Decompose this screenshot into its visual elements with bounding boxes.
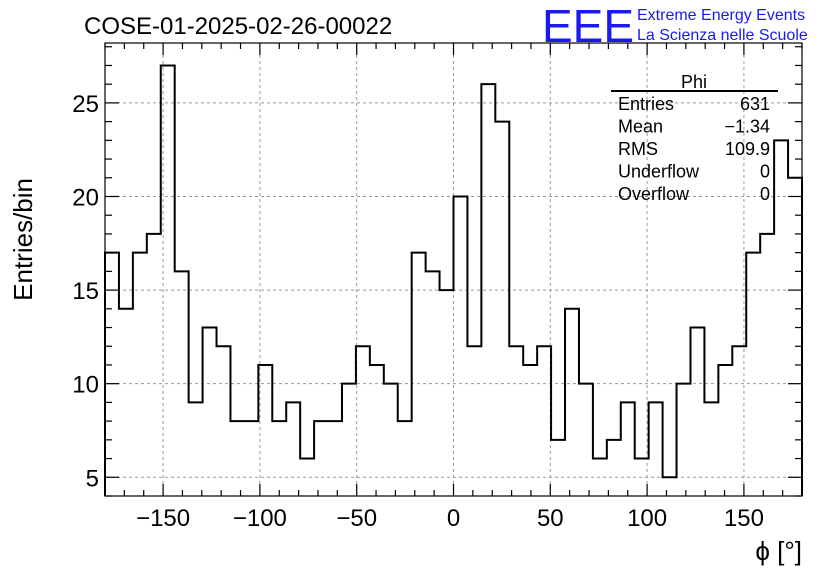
histogram-bin	[509, 346, 523, 496]
histogram-bin	[523, 365, 537, 496]
histogram-bin	[467, 346, 481, 496]
histogram-bin	[203, 328, 217, 496]
y-tick-label: 25	[72, 91, 99, 118]
histogram-outline	[104, 64, 803, 496]
histogram-bin	[161, 65, 175, 496]
histogram-bin	[175, 271, 189, 496]
histogram-bin	[272, 421, 286, 496]
histogram-bin	[579, 384, 593, 496]
histogram-bin	[370, 365, 384, 496]
histogram-bin	[677, 384, 691, 496]
histogram-bin	[328, 421, 342, 496]
histogram-bin	[718, 365, 732, 496]
histogram-bin	[342, 384, 356, 496]
stats-label: RMS	[618, 139, 658, 159]
x-tick-label: −50	[336, 505, 377, 532]
x-tick-label: 0	[447, 505, 460, 532]
stats-label: Mean	[618, 117, 663, 137]
eee-logo-mark: EEE	[542, 0, 634, 52]
y-axis-title: Entries/bin	[8, 178, 38, 301]
histogram-bin	[495, 122, 509, 496]
histogram-bin	[690, 328, 704, 496]
histogram-bin	[565, 309, 579, 496]
stats-value: 0	[760, 162, 770, 182]
eee-logo-line2: La Scienza nelle Scuole	[637, 27, 808, 44]
histogram-bin	[230, 421, 244, 496]
histogram-bin	[621, 402, 635, 496]
histogram-bin	[649, 402, 663, 496]
histogram-bin	[189, 402, 203, 496]
histogram-bin	[356, 346, 370, 496]
histogram-bin	[760, 234, 774, 496]
histogram-bin	[300, 459, 314, 496]
stats-value: −1.34	[724, 117, 770, 137]
histogram-bin	[133, 253, 147, 496]
stats-title: Phi	[681, 72, 707, 92]
x-tick-label: −150	[136, 505, 190, 532]
histogram-bin	[244, 421, 258, 496]
stats-label: Entries	[618, 94, 674, 114]
x-tick-label: 150	[724, 505, 764, 532]
eee-logo-line1: Extreme Energy Events	[637, 7, 805, 24]
histogram-bin	[147, 234, 161, 496]
histogram-bin	[119, 309, 133, 496]
histogram-bin	[105, 253, 119, 496]
stats-label: Overflow	[618, 184, 690, 204]
histogram-bin	[412, 253, 426, 496]
histogram-bin	[454, 196, 468, 496]
histogram-bin	[314, 421, 328, 496]
y-tick-labels: 5 10 15 20 25	[72, 91, 99, 492]
y-tick-label: 15	[72, 278, 99, 305]
x-axis-title: ϕ [°]	[755, 536, 802, 566]
histogram-bin	[607, 440, 621, 496]
histogram-bin	[286, 402, 300, 496]
histogram-bin	[663, 477, 677, 496]
y-tick-label: 20	[72, 184, 99, 211]
stats-value: 0	[760, 184, 770, 204]
x-tick-labels: −150 −100 −50 0 50 100 150	[136, 505, 764, 532]
axis-ticks	[104, 43, 803, 497]
x-tick-label: −100	[233, 505, 287, 532]
stats-value: 109.9	[725, 139, 770, 159]
stats-label: Underflow	[618, 162, 700, 182]
histogram-bin	[551, 440, 565, 496]
histogram-bin	[704, 402, 718, 496]
histogram-bin	[217, 346, 231, 496]
y-tick-label: 10	[72, 372, 99, 399]
stats-box: Phi Entries 631 Mean −1.34 RMS 109.9 Underflow…	[611, 72, 778, 204]
histogram-bin	[440, 290, 454, 496]
histogram-bin	[746, 253, 760, 496]
run-title: COSE-01-2025-02-26-00022	[84, 13, 392, 40]
eee-logo: EEE Extreme Energy Events La Scienza nel…	[542, 0, 808, 52]
x-tick-label: 100	[627, 505, 667, 532]
histogram-bin	[258, 365, 272, 496]
stats-value: 631	[740, 94, 770, 114]
histogram-bin	[384, 384, 398, 496]
stats-rows: Entries 631 Mean −1.34 RMS 109.9 Underflow 0 Ove…	[618, 94, 770, 204]
histogram-bin	[774, 140, 788, 496]
x-tick-label: 50	[537, 505, 564, 532]
histogram-bin	[398, 421, 412, 496]
histogram-bin	[537, 346, 551, 496]
histogram-bin	[788, 178, 802, 496]
y-tick-label: 5	[86, 465, 99, 492]
